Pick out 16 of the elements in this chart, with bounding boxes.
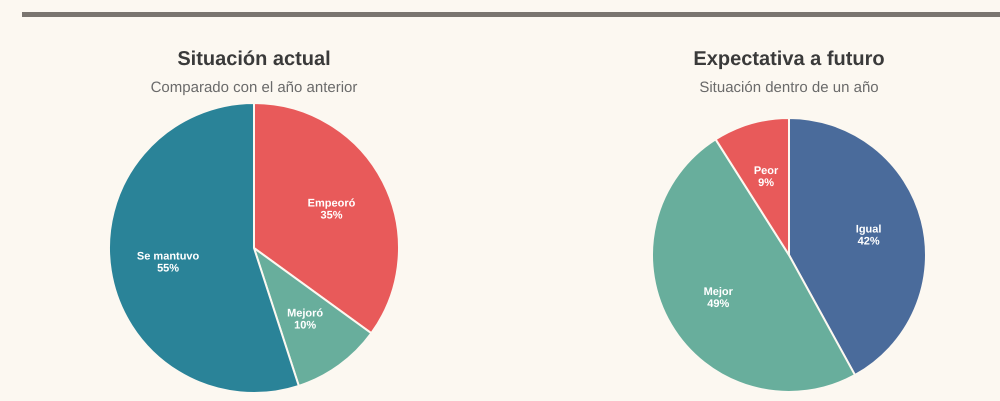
chart-subtitle: Situación dentro de un año bbox=[699, 79, 879, 96]
data-label: 42% bbox=[858, 236, 880, 248]
slice-label: Mejoró bbox=[287, 307, 324, 320]
slice-label: Igual bbox=[856, 224, 882, 236]
slice-label: Se mantuvo bbox=[136, 250, 200, 263]
data-label: 49% bbox=[707, 298, 730, 310]
chart-subtitle: Comparado con el año anterior bbox=[150, 79, 358, 96]
data-label: 10% bbox=[294, 319, 316, 332]
data-label: 9% bbox=[758, 177, 774, 190]
chart-title: Expectativa a futuro bbox=[693, 48, 885, 70]
slice-label: Empeoró bbox=[308, 198, 356, 210]
data-label: 55% bbox=[157, 262, 180, 275]
data-label: 35% bbox=[320, 210, 343, 222]
slice-label: Mejor bbox=[704, 286, 734, 298]
slice-label: Peor bbox=[754, 165, 780, 178]
chart-title: Situación actual bbox=[177, 48, 331, 70]
